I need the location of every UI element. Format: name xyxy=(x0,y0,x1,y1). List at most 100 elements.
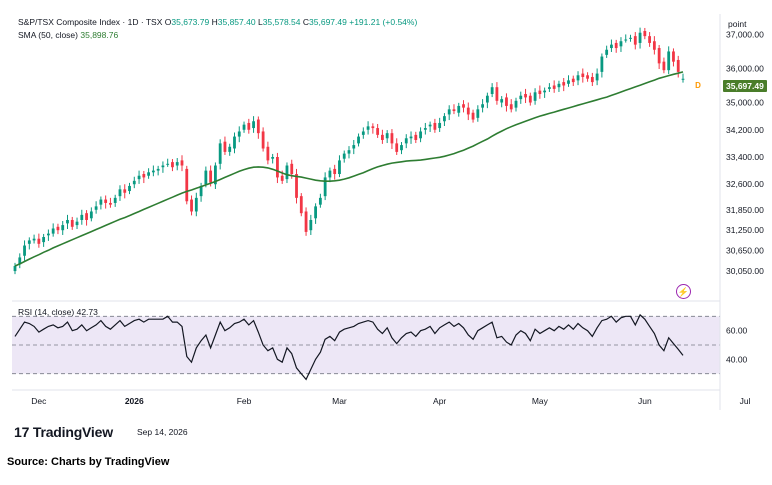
candle xyxy=(490,83,494,98)
candle xyxy=(99,196,103,210)
candle-body xyxy=(109,202,112,205)
candle-body xyxy=(361,131,365,135)
candle xyxy=(548,83,551,92)
candle-body xyxy=(543,90,547,93)
candle xyxy=(614,39,618,53)
time-tick-label: Jun xyxy=(638,396,652,406)
price-legend: S&P/TSX Composite Index · 1D · TSX O35,6… xyxy=(18,17,417,27)
candle xyxy=(390,129,394,149)
candle-body xyxy=(495,87,499,101)
candle-body xyxy=(400,145,403,151)
candle xyxy=(47,229,50,241)
candle xyxy=(557,80,561,92)
candle xyxy=(32,234,36,244)
low-label: L xyxy=(257,17,263,27)
candle-body xyxy=(657,48,661,64)
candle-body xyxy=(304,211,308,232)
price-tick-label: 35,000.00 xyxy=(726,98,764,108)
candle-body xyxy=(51,228,55,234)
candle-body xyxy=(538,90,542,95)
rsi-legend: RSI (14, close) 42.73 xyxy=(18,307,98,317)
candle xyxy=(361,127,365,139)
tradingview-logo[interactable]: 17 TradingView xyxy=(14,424,113,440)
candle xyxy=(314,203,317,224)
candle xyxy=(667,46,671,75)
candle-body xyxy=(223,141,227,152)
candle-body xyxy=(462,104,465,108)
candle-body xyxy=(161,165,165,168)
dividend-marker[interactable]: D xyxy=(695,81,701,90)
candle-body xyxy=(338,160,341,175)
candle xyxy=(533,88,537,105)
candle xyxy=(624,34,628,43)
candle-body xyxy=(252,121,255,129)
candle-body xyxy=(185,168,189,202)
candle xyxy=(70,216,74,230)
rsi-pane[interactable]: 40.00 60.00 xyxy=(12,313,748,381)
candle xyxy=(500,96,504,108)
time-axis[interactable]: Dec2026FebMarAprMayJunJulAugSep xyxy=(31,396,772,406)
candle xyxy=(567,75,570,87)
price-tick-label: 31,250.00 xyxy=(726,225,764,235)
price-tick-label: 36,000.00 xyxy=(726,63,764,73)
candle-body xyxy=(99,199,103,205)
candle-body xyxy=(37,238,41,244)
candle-body xyxy=(85,213,88,220)
candle xyxy=(299,193,303,217)
candle-body xyxy=(47,233,50,236)
price-pane[interactable]: 30,050.00 30,650.00 31,250.00 31,850.00 32,6… xyxy=(13,27,764,276)
candle-body xyxy=(390,133,394,144)
price-tick-label: 37,000.00 xyxy=(726,29,764,39)
candle-body xyxy=(571,78,575,83)
candle xyxy=(605,45,609,58)
candle xyxy=(385,130,389,144)
candle-body xyxy=(485,95,489,103)
candle-body xyxy=(576,75,580,81)
candle-body xyxy=(490,87,494,95)
candle-body xyxy=(676,59,680,72)
price-tick-label: 31,850.00 xyxy=(726,205,764,215)
candle-body xyxy=(342,153,346,159)
tradingview-logo-text: TradingView xyxy=(32,424,113,440)
candle-body xyxy=(404,138,408,144)
candle xyxy=(629,34,632,42)
candle xyxy=(51,223,55,237)
time-tick-label: Feb xyxy=(237,396,252,406)
candle xyxy=(509,99,513,113)
candle-body xyxy=(56,226,60,231)
candle xyxy=(161,161,165,173)
candle xyxy=(505,93,508,112)
candle-body xyxy=(23,245,26,256)
candle xyxy=(519,91,523,104)
time-tick-label: May xyxy=(532,396,549,406)
candle xyxy=(657,44,661,69)
candle-body xyxy=(156,168,160,171)
candle xyxy=(156,165,160,176)
price-unit-label[interactable]: point xyxy=(728,19,747,29)
candle xyxy=(271,153,275,164)
candle-body xyxy=(629,37,632,39)
candle xyxy=(648,32,651,47)
candle xyxy=(118,185,122,201)
candle xyxy=(586,72,589,82)
candle xyxy=(223,136,227,155)
candle xyxy=(381,129,384,144)
candle xyxy=(204,166,208,188)
candle-body xyxy=(166,163,170,165)
candle-body xyxy=(376,128,380,135)
candle-body xyxy=(104,199,108,203)
candle-body xyxy=(123,189,127,193)
candle xyxy=(295,168,298,204)
candle-body xyxy=(590,76,594,83)
bolt-icon[interactable]: ⚡ xyxy=(676,284,691,299)
rsi-line xyxy=(14,313,684,381)
change-value: +191.21 (+0.54%) xyxy=(349,17,418,27)
candle xyxy=(147,168,150,179)
candle xyxy=(342,150,346,163)
candle xyxy=(414,131,418,144)
candle xyxy=(543,87,547,98)
candle-body xyxy=(409,136,413,139)
candle-body xyxy=(209,170,213,183)
candle-body xyxy=(667,51,671,71)
candle xyxy=(672,48,675,67)
